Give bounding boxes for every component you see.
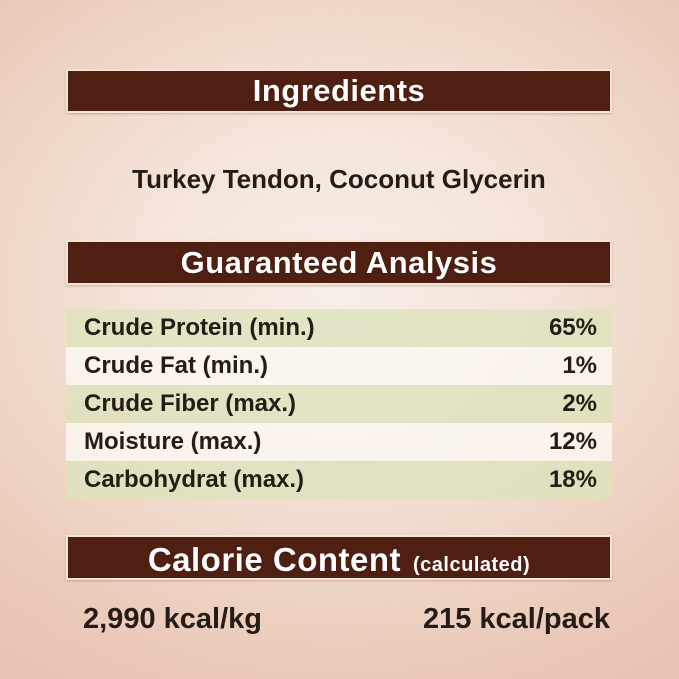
row-label: Crude Protein (min.) [84,314,315,341]
row-label: Crude Fiber (max.) [84,390,297,417]
calorie-per-kg: 2,990 kcal/kg [83,602,262,635]
row-value: 1% [562,352,597,379]
calorie-content-title: Calorie Content [147,541,402,578]
calorie-values-row: 2,990 kcal/kg 215 kcal/pack [66,602,612,636]
row-value: 12% [548,428,597,455]
guaranteed-analysis-header-bar: Guaranteed Analysis [66,240,612,285]
row-value: 2% [562,390,597,417]
ingredients-list: Turkey Tendon, Coconut Glycerin [132,163,546,194]
table-row: Crude Fiber (max.) 2% [66,385,612,423]
row-value: 65% [548,314,597,341]
guaranteed-analysis-title: Guaranteed Analysis [180,244,498,280]
ingredients-header-bar: Ingredients [66,69,612,113]
table-row: Carbohydrat (max.) 18% [66,461,612,499]
calorie-content-header-bar: Calorie Content (calculated) [66,535,612,580]
calorie-content-qualifier: (calculated) [413,554,531,576]
calorie-per-pack: 215 kcal/pack [422,602,610,635]
table-row: Crude Fat (min.) 1% [66,347,612,385]
row-value: 18% [548,466,597,493]
row-label: Carbohydrat (max.) [84,466,305,493]
ingredients-title: Ingredients [252,73,426,108]
table-row: Crude Protein (min.) 65% [66,309,612,347]
row-label: Moisture (max.) [84,428,262,455]
row-label: Crude Fat (min.) [84,352,268,379]
guaranteed-analysis-table: Crude Protein (min.) 65% Crude Fat (min.… [66,309,612,499]
table-row: Moisture (max.) 12% [66,423,612,461]
